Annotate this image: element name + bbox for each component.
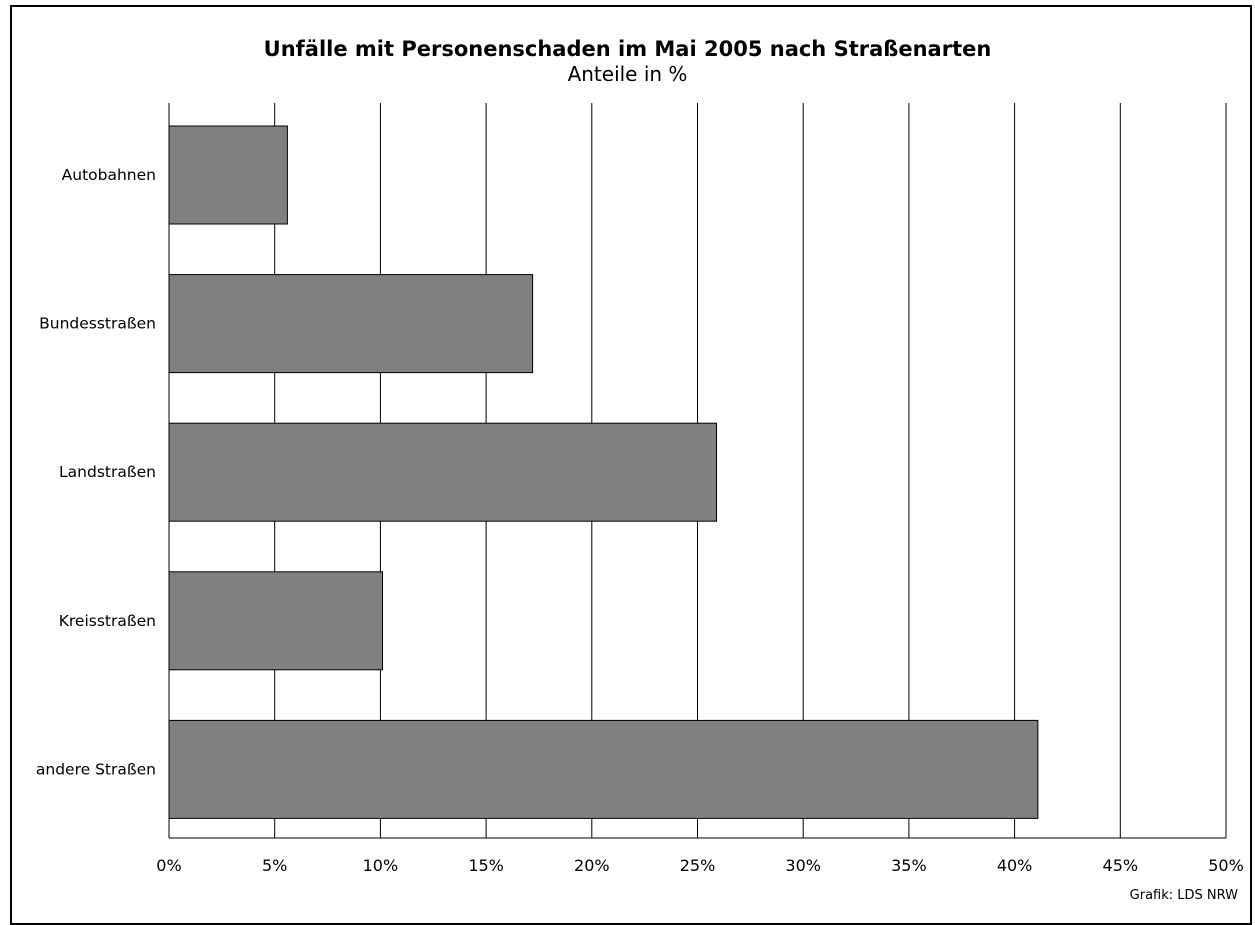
x-tick-label: 30% (785, 856, 821, 875)
category-label: Autobahnen (62, 166, 156, 184)
x-tick-label: 10% (363, 856, 399, 875)
bar (168, 719, 1039, 819)
x-tick-label: 45% (1103, 856, 1139, 875)
x-tick-label: 5% (262, 856, 287, 875)
x-tick-label: 20% (574, 856, 610, 875)
bar (168, 422, 718, 522)
x-tick-label: 40% (997, 856, 1033, 875)
x-tick-label: 15% (468, 856, 504, 875)
x-tick-label: 0% (156, 856, 181, 875)
bar (168, 571, 384, 671)
x-tick-labels: 0% 5% 10% 15% 20% 25% 30% 35% 40% 45% 50% (156, 856, 1243, 875)
bars (168, 125, 1039, 819)
chart-subtitle: Anteile in % (567, 62, 688, 86)
category-label: Kreisstraßen (59, 612, 156, 630)
x-tick-label: 25% (680, 856, 716, 875)
category-label: Landstraßen (59, 463, 156, 481)
bar (168, 125, 288, 225)
chart-title: Unfälle mit Personenschaden im Mai 2005 … (263, 37, 992, 61)
bar (168, 274, 534, 374)
category-label: andere Straßen (36, 760, 156, 778)
x-tick-label: 50% (1208, 856, 1244, 875)
source-credit: Grafik: LDS NRW (1129, 888, 1238, 903)
x-tick-label: 35% (891, 856, 927, 875)
category-label: Bundesstraßen (39, 315, 156, 333)
category-labels: Autobahnen Bundesstraßen Landstraßen Kreiss… (36, 166, 156, 778)
